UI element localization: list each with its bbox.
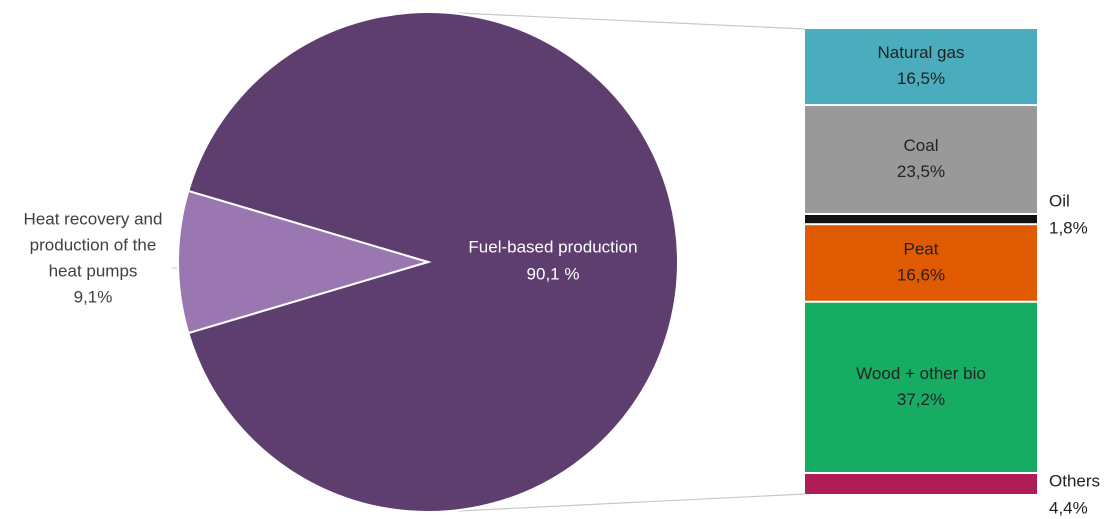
bar-segment-oil (805, 215, 1037, 224)
bar-value-others: 4,4% (1049, 498, 1088, 517)
pie-label-heat-recovery-and-production-of-the-heat-pumps-line-2: production of the (30, 235, 157, 254)
bar-segment-natural-gas (805, 29, 1037, 105)
pie-value-heat-recovery-and-production-of-the-heat-pumps: 9,1% (74, 287, 113, 306)
bar-value-coal: 23,5% (897, 162, 945, 181)
bar-label-wood-other-bio: Wood + other bio (856, 364, 986, 383)
pie-chart (177, 11, 679, 513)
bar-label-oil: Oil (1049, 192, 1070, 211)
bar-segment-coal (805, 106, 1037, 213)
bar-label-others: Others (1049, 471, 1100, 490)
bar-value-wood-other-bio: 37,2% (897, 390, 945, 409)
bar-value-peat: 16,6% (897, 265, 945, 284)
bar-value-natural-gas: 16,5% (897, 69, 945, 88)
bar-segment-others (805, 473, 1037, 494)
pie-label-heat-recovery-and-production-of-the-heat-pumps-line-3: heat pumps (49, 261, 138, 280)
chart-labels: Fuel-based production 90,1 % Heat recovery… (24, 43, 1100, 517)
bar-label-coal: Coal (904, 136, 939, 155)
pie-value-fuel-based-production: 90,1 % (527, 264, 580, 283)
bar-value-oil: 1,8% (1049, 219, 1088, 238)
bar-segment-peat (805, 225, 1037, 301)
connector-line-top (457, 12, 806, 30)
pie-slice-heat-recovery-and-production-of-the-heat-pumps (177, 189, 432, 335)
stacked-bar-chart (805, 29, 1037, 494)
bar-segment-wood-other-bio (805, 302, 1037, 472)
bar-label-natural-gas: Natural gas (878, 43, 965, 62)
pie-slice-fuel-based-production (187, 11, 679, 513)
pie-label-heat-recovery-and-production-of-the-heat-pumps-line-1: Heat recovery and (24, 209, 163, 228)
connector-line-bottom (457, 493, 806, 512)
pie-label-fuel-based-production: Fuel-based production (468, 237, 637, 256)
bar-label-peat: Peat (904, 239, 939, 258)
